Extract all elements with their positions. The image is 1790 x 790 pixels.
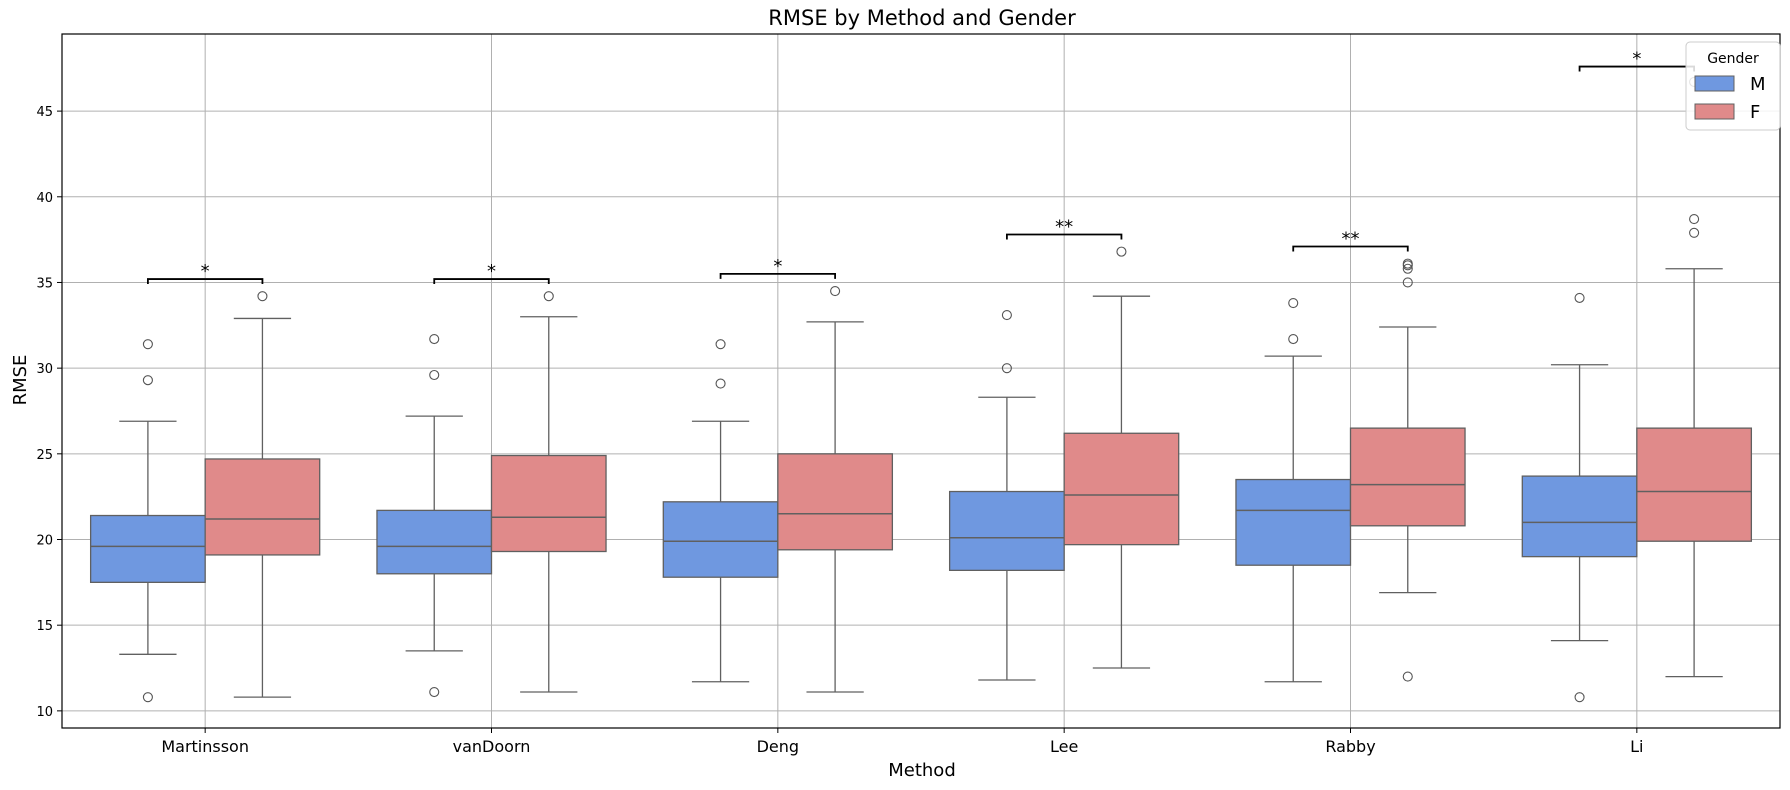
box-iqr — [89, 514, 206, 583]
outlier-point — [142, 692, 153, 703]
x-tick-label: Li — [1630, 737, 1643, 756]
outlier-point — [1402, 671, 1413, 682]
y-tick-label: 25 — [36, 448, 53, 463]
box-m-deng — [662, 339, 779, 683]
significance-bracket — [433, 278, 550, 285]
outlier-point — [1402, 277, 1413, 288]
box-iqr — [1063, 432, 1180, 546]
box-m-li — [1521, 292, 1638, 703]
outlier-point — [429, 686, 440, 698]
significance-bracket — [719, 273, 836, 279]
significance-bracket — [147, 278, 264, 285]
box-plots — [89, 76, 1753, 703]
box-f-martinsson — [204, 291, 321, 698]
legend-swatch-f — [1694, 103, 1735, 120]
box-iqr — [777, 453, 894, 551]
legend-label-m: M — [1750, 74, 1766, 95]
x-tick-label: Rabby — [1325, 737, 1375, 756]
y-tick-label: 40 — [36, 191, 53, 206]
outlier-point — [1001, 363, 1012, 374]
outlier-point — [429, 369, 440, 381]
y-tick-label: 35 — [36, 276, 53, 291]
legend-label-f: F — [1750, 102, 1760, 123]
box-iqr — [1235, 478, 1352, 566]
legend: Gender M F — [1685, 41, 1781, 131]
box-f-deng — [777, 285, 894, 693]
y-tick-label: 45 — [36, 105, 53, 120]
legend-title: Gender — [1707, 51, 1759, 67]
significance-bracket — [1006, 233, 1123, 240]
box-f-li — [1636, 76, 1753, 678]
x-tick-label: Martinsson — [161, 737, 249, 756]
box-iqr — [1349, 427, 1466, 527]
box-iqr — [662, 501, 779, 578]
box-iqr — [948, 490, 1065, 572]
box-f-lee — [1063, 246, 1180, 669]
x-tick-label: vanDoorn — [453, 737, 531, 756]
outlier-point — [257, 291, 268, 302]
outlier-point — [1402, 258, 1413, 269]
significance-label: ** — [1342, 228, 1360, 249]
legend-swatch-m — [1694, 75, 1735, 92]
box-m-vandoorn — [376, 333, 493, 698]
outlier-point — [142, 375, 153, 386]
box-iqr — [204, 458, 321, 556]
axis-ticks: 10 15 20 25 30 35 40 45 Martinsson vanDoorn Deng Le… — [36, 105, 1643, 756]
significance-label: * — [773, 256, 782, 277]
outlier-point — [715, 378, 726, 389]
chart-title: RMSE by Method and Gender — [768, 6, 1076, 30]
significance-label: ** — [1055, 216, 1073, 237]
outlier-point — [1574, 292, 1585, 303]
outlier-point — [429, 333, 440, 345]
outlier-point — [1288, 297, 1299, 309]
y-axis-label: RMSE — [10, 355, 31, 406]
x-tick-label: Deng — [757, 737, 799, 756]
y-tick-label: 10 — [36, 705, 53, 720]
outlier-point — [1001, 309, 1012, 321]
box-m-martinsson — [89, 339, 206, 703]
significance-label: * — [1632, 49, 1641, 70]
x-tick-label: Lee — [1050, 737, 1078, 756]
significance-bracket — [1292, 245, 1409, 252]
significance-label: * — [201, 261, 210, 282]
box-f-rabby — [1349, 258, 1466, 682]
outlier-point — [715, 339, 726, 350]
x-axis-label: Method — [888, 760, 956, 781]
outlier-point — [543, 291, 554, 302]
plot-frame — [61, 33, 1781, 729]
box-iqr — [490, 454, 607, 553]
outlier-point — [1689, 227, 1700, 238]
box-iqr — [1636, 427, 1753, 542]
significance-label: * — [487, 261, 496, 282]
outlier-point — [1574, 692, 1585, 703]
box-f-vandoorn — [490, 291, 607, 693]
box-m-lee — [948, 309, 1065, 681]
outlier-point — [1689, 214, 1700, 225]
y-tick-label: 30 — [36, 362, 53, 377]
outlier-point — [1116, 246, 1127, 257]
outlier-point — [1288, 333, 1299, 345]
outlier-point — [1402, 263, 1413, 274]
y-tick-label: 15 — [36, 619, 53, 634]
box-iqr — [1521, 475, 1638, 558]
box-m-rabby — [1235, 297, 1352, 683]
grid-lines — [62, 34, 1780, 728]
outlier-point — [830, 285, 841, 297]
y-tick-label: 20 — [36, 534, 53, 549]
box-iqr — [376, 509, 493, 575]
significance-annotations: * * ****** — [147, 49, 1695, 285]
outlier-point — [142, 339, 153, 350]
